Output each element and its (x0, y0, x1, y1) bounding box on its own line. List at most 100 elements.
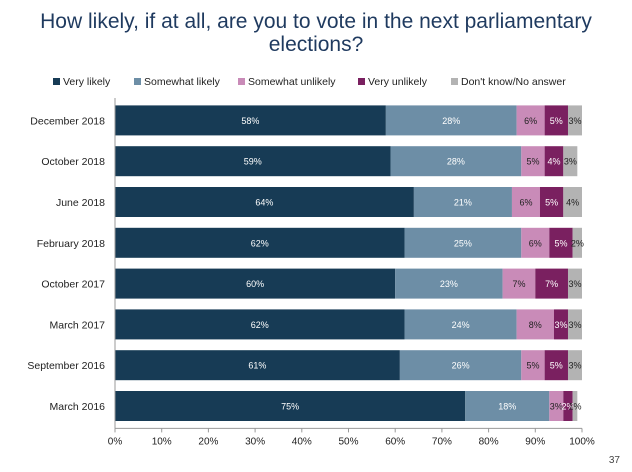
data-label: 3% (568, 279, 581, 289)
legend-item: Somewhat likely (134, 76, 220, 88)
data-label: 26% (452, 361, 470, 371)
category-label: October 2018 (41, 156, 105, 168)
bar-segment (535, 268, 568, 299)
category-label: December 2018 (30, 115, 105, 127)
data-label: 28% (447, 157, 465, 167)
legend-swatch (53, 78, 60, 85)
bar-segment (572, 227, 582, 258)
bar-segment (539, 187, 564, 217)
bar-row: March 2017 62% 24% 8% 3% 3% (50, 309, 582, 340)
x-tick-label: 30% (245, 436, 265, 447)
x-tick-label: 40% (292, 436, 312, 447)
bar-segment (572, 391, 578, 421)
data-label: 58% (241, 116, 259, 126)
x-tick-label: 90% (525, 436, 545, 447)
chart-title: How likely, if at all, are you to vote i… (0, 10, 632, 56)
bar-segment (511, 187, 540, 217)
bar-segment (563, 187, 582, 217)
bar-segment (567, 309, 582, 340)
bar-segment (390, 146, 522, 177)
category-label: October 2017 (41, 279, 105, 291)
bar-segment (549, 391, 564, 421)
bar-segment (399, 350, 522, 381)
bar-segment (544, 350, 568, 381)
category-label: March 2017 (50, 319, 106, 331)
bar-row: March 2016 75% 18% 3%2%1% (50, 391, 582, 421)
data-label: 25% (454, 238, 472, 248)
data-label: 2% (561, 402, 574, 412)
data-label: 3% (568, 320, 581, 330)
category-label: March 2016 (50, 401, 106, 413)
data-label: 62% (251, 320, 269, 330)
bar-segment (115, 309, 405, 340)
legend-item: Very likely (53, 76, 110, 88)
bar-segment (385, 105, 517, 136)
legend-label: Don't know/No answer (461, 76, 566, 88)
data-label: 8% (529, 320, 542, 330)
data-label: 4% (547, 157, 560, 167)
bar-segment (115, 268, 396, 299)
legend-label: Somewhat unlikely (248, 76, 336, 88)
bar-segment (115, 146, 391, 177)
data-label: 7% (545, 279, 558, 289)
data-label: 5% (550, 361, 563, 371)
data-label: 28% (442, 116, 460, 126)
legend-label: Somewhat likely (144, 76, 220, 88)
chart-legend: Very likely Somewhat likely Somewhat unlik… (0, 76, 632, 90)
legend-swatch (134, 78, 141, 85)
legend-label: Very likely (63, 76, 111, 88)
data-label: 59% (244, 157, 262, 167)
chart-title-line-2: elections? (268, 33, 364, 56)
bar-row: September 2016 61% 26% 5% 5% 3% (27, 350, 582, 381)
data-label: 5% (526, 157, 539, 167)
chart-title-line-1: How likely, if at all, are you to vote i… (40, 10, 592, 33)
data-label: 7% (512, 279, 525, 289)
data-label: 60% (246, 279, 264, 289)
category-label: September 2016 (27, 360, 105, 372)
category-label: February 2018 (37, 238, 105, 250)
bar-row: October 2017 60% 23% 7% 7% 3% (41, 268, 582, 299)
x-tick-label: 80% (479, 436, 499, 447)
bar-segment (563, 391, 573, 421)
data-label: 3% (568, 361, 581, 371)
bar-segment (516, 105, 545, 136)
data-label: 64% (255, 198, 273, 208)
bars-group: December 2018 58% 28% 6% 5% 3% October 2018 59%… (27, 105, 584, 421)
legend-label: Very unlikely (368, 76, 427, 88)
bar-row: December 2018 58% 28% 6% 5% 3% (30, 105, 582, 136)
x-tick-label: 100% (569, 436, 595, 447)
data-label: 3% (568, 116, 581, 126)
bar-segment (563, 146, 578, 177)
data-label: 3% (564, 157, 577, 167)
bar-segment (413, 187, 512, 217)
bar-segment (395, 268, 503, 299)
bar-segment (544, 146, 564, 177)
data-label: 21% (454, 198, 472, 208)
data-label: 62% (251, 238, 269, 248)
bar-segment (544, 105, 568, 136)
data-label: 3% (550, 402, 563, 412)
legend-swatch (451, 78, 458, 85)
bar-segment (521, 146, 545, 177)
data-label: 5% (526, 361, 539, 371)
bar-row: October 2018 59% 28% 5% 4% 3% (41, 146, 578, 177)
bar-row: June 2018 64% 21% 6% 5% 4% (56, 187, 582, 217)
x-tick-label: 60% (385, 436, 405, 447)
legend-item: Don't know/No answer (451, 76, 566, 88)
bar-segment (115, 350, 400, 381)
data-label: 1% (568, 402, 581, 412)
legend-item: Somewhat unlikely (238, 76, 336, 88)
bar-row: February 2018 62% 25% 6% 5% 2% (37, 227, 584, 258)
bar-segment (115, 391, 466, 421)
bar-segment (516, 309, 554, 340)
data-label: 61% (248, 361, 266, 371)
x-tick-label: 10% (152, 436, 172, 447)
bar-segment (115, 227, 405, 258)
data-label: 18% (498, 402, 516, 412)
data-label: 6% (519, 198, 532, 208)
bar-segment (549, 227, 573, 258)
data-label: 5% (550, 116, 563, 126)
x-tick-label: 20% (198, 436, 218, 447)
x-tick-label: 0% (108, 436, 123, 447)
bar-segment (115, 187, 414, 217)
